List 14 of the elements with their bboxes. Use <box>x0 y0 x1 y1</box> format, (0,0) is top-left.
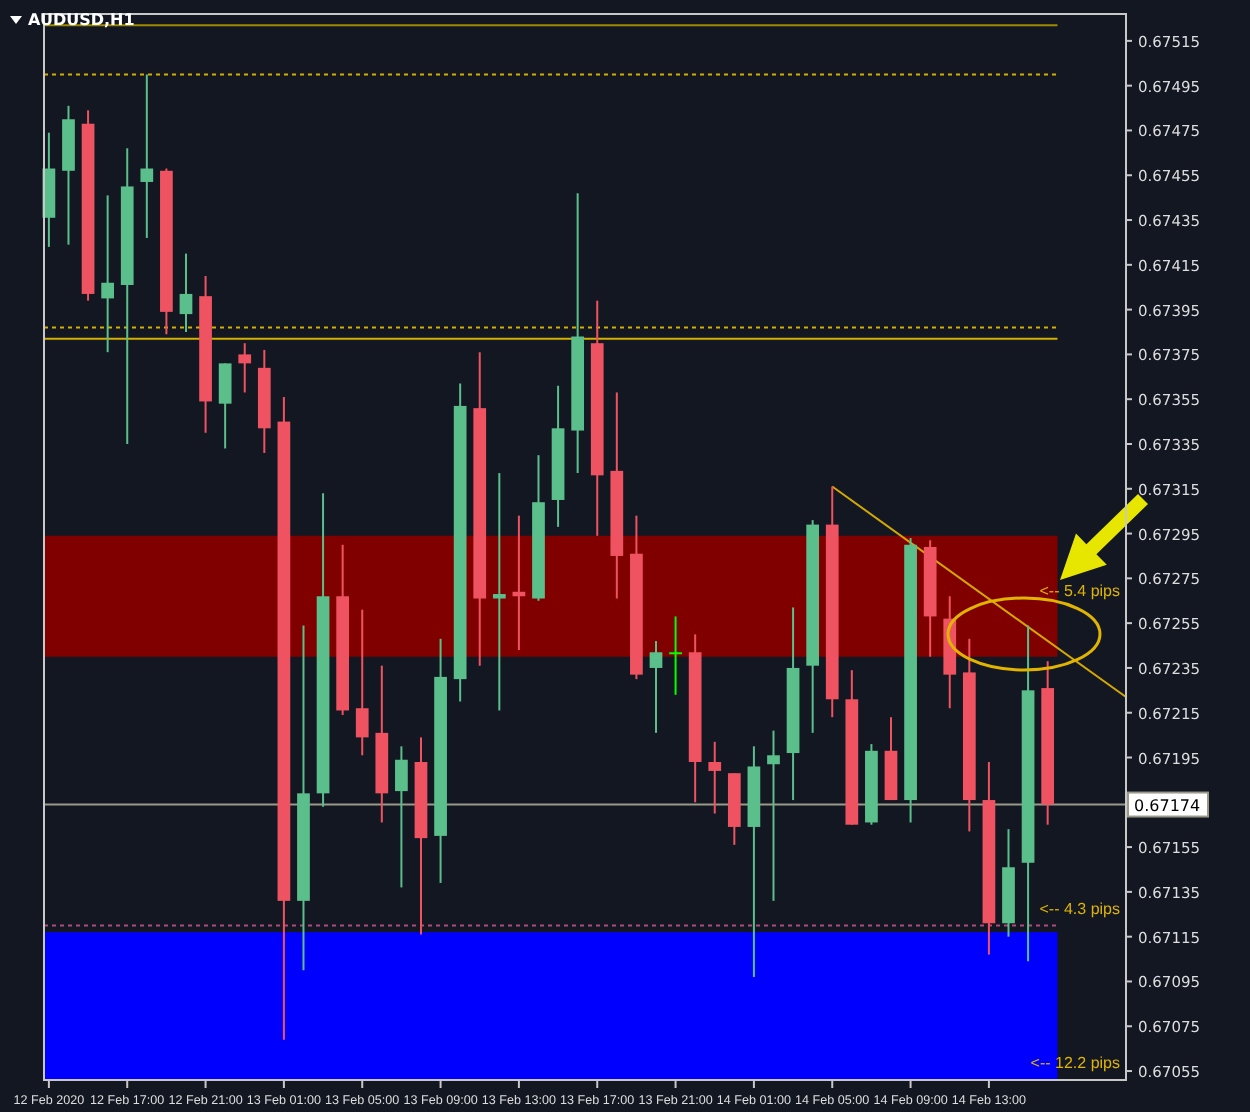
candlestick <box>238 342 252 394</box>
candlestick <box>218 362 232 450</box>
candlestick <box>355 608 369 757</box>
candlestick <box>492 472 506 712</box>
candlestick <box>708 740 722 815</box>
candlestick <box>767 729 780 902</box>
candlestick <box>669 615 682 696</box>
ref-line-label: 0.67174 <box>1134 796 1201 815</box>
annotation: <-- 4.3 pips <box>1039 900 1120 918</box>
candlestick <box>101 194 115 354</box>
candlestick <box>179 252 193 334</box>
candlestick <box>140 73 154 239</box>
candlestick <box>649 640 663 734</box>
candlestick <box>395 745 408 889</box>
